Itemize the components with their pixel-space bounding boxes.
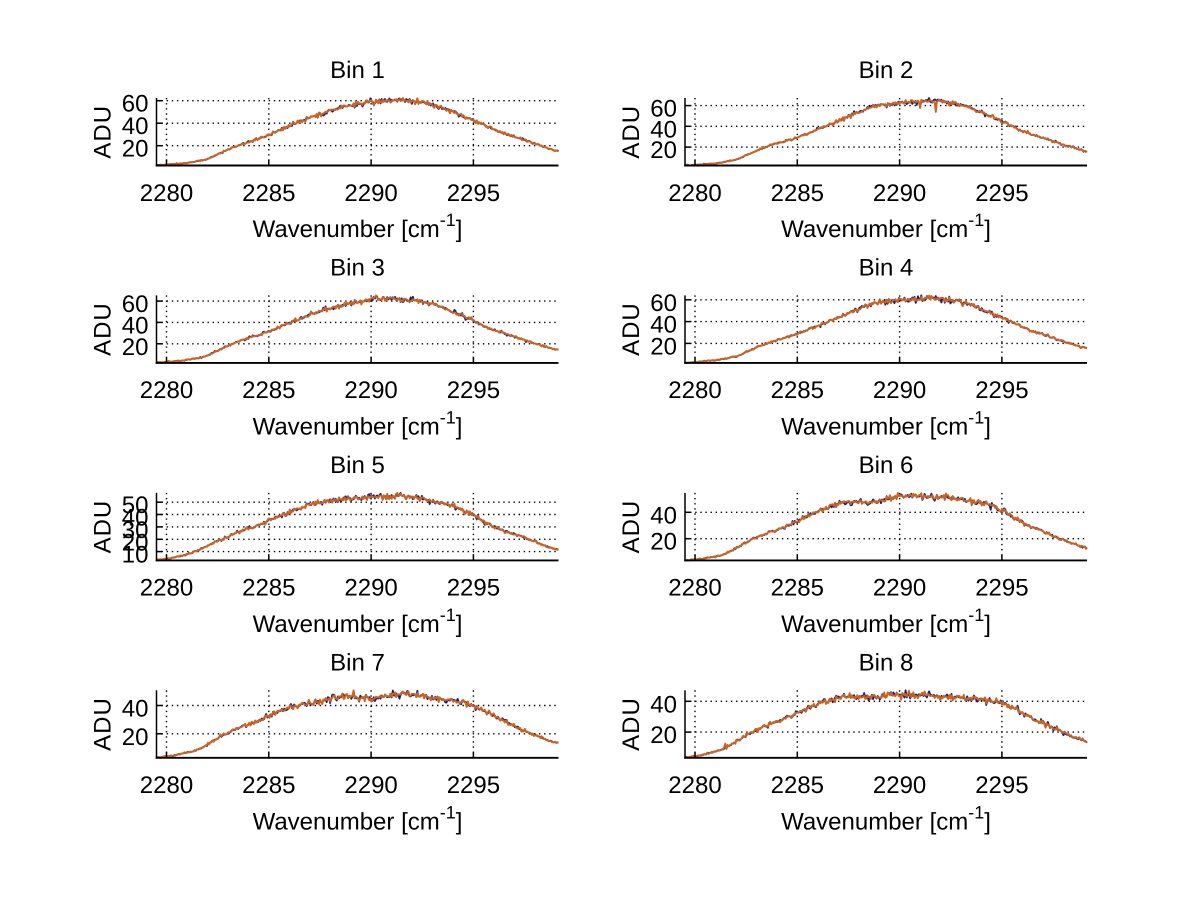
svg-text:40: 40 [122, 696, 149, 723]
svg-text:20: 20 [650, 137, 677, 164]
svg-text:ADU: ADU [90, 302, 117, 356]
svg-text:2280: 2280 [668, 575, 721, 602]
svg-text:60: 60 [122, 91, 149, 118]
svg-text:2295: 2295 [447, 377, 500, 404]
svg-text:Wavenumber [cm-1]: Wavenumber [cm-1] [781, 802, 991, 835]
svg-text:Bin 3: Bin 3 [330, 254, 385, 281]
svg-text:50: 50 [122, 492, 149, 519]
svg-text:Wavenumber [cm-1]: Wavenumber [cm-1] [253, 802, 463, 835]
svg-text:Bin 6: Bin 6 [859, 452, 914, 479]
svg-text:2290: 2290 [344, 377, 397, 404]
svg-text:2295: 2295 [975, 575, 1028, 602]
svg-text:ADU: ADU [90, 105, 117, 159]
svg-text:40: 40 [650, 691, 677, 718]
svg-text:40: 40 [650, 312, 677, 339]
svg-text:Wavenumber [cm-1]: Wavenumber [cm-1] [253, 605, 463, 638]
svg-text:20: 20 [122, 724, 149, 751]
svg-text:20: 20 [650, 529, 677, 556]
svg-text:2280: 2280 [668, 772, 721, 799]
svg-text:Bin 1: Bin 1 [330, 57, 385, 84]
svg-text:2295: 2295 [975, 377, 1028, 404]
svg-text:2280: 2280 [140, 772, 193, 799]
svg-text:Wavenumber [cm-1]: Wavenumber [cm-1] [781, 407, 991, 440]
svg-text:Wavenumber [cm-1]: Wavenumber [cm-1] [253, 407, 463, 440]
svg-text:2285: 2285 [771, 575, 824, 602]
svg-text:60: 60 [650, 96, 677, 123]
svg-text:60: 60 [650, 290, 677, 317]
svg-text:60: 60 [122, 291, 149, 318]
svg-text:ADU: ADU [618, 302, 645, 356]
svg-text:2295: 2295 [447, 772, 500, 799]
svg-text:Bin 4: Bin 4 [859, 254, 914, 281]
svg-text:2290: 2290 [344, 180, 397, 207]
svg-text:2280: 2280 [140, 180, 193, 207]
svg-text:20: 20 [650, 333, 677, 360]
svg-text:20: 20 [650, 722, 677, 749]
svg-text:2285: 2285 [242, 377, 295, 404]
svg-text:Wavenumber [cm-1]: Wavenumber [cm-1] [781, 210, 991, 243]
svg-text:Wavenumber [cm-1]: Wavenumber [cm-1] [781, 605, 991, 638]
svg-text:20: 20 [122, 529, 149, 556]
svg-text:Bin 2: Bin 2 [859, 57, 914, 84]
svg-text:ADU: ADU [618, 500, 645, 554]
svg-text:20: 20 [122, 334, 149, 361]
svg-text:10: 10 [122, 542, 149, 569]
svg-text:ADU: ADU [618, 697, 645, 751]
svg-text:30: 30 [122, 517, 149, 544]
svg-text:2290: 2290 [344, 772, 397, 799]
svg-text:2285: 2285 [771, 772, 824, 799]
svg-text:2285: 2285 [242, 575, 295, 602]
svg-text:2290: 2290 [344, 575, 397, 602]
svg-text:2290: 2290 [873, 377, 926, 404]
svg-text:2295: 2295 [447, 575, 500, 602]
svg-text:2280: 2280 [140, 377, 193, 404]
svg-text:ADU: ADU [90, 697, 117, 751]
svg-text:2280: 2280 [140, 575, 193, 602]
svg-text:40: 40 [650, 116, 677, 143]
svg-text:40: 40 [122, 505, 149, 532]
svg-text:ADU: ADU [90, 500, 117, 554]
svg-text:2285: 2285 [242, 772, 295, 799]
svg-text:Wavenumber [cm-1]: Wavenumber [cm-1] [253, 210, 463, 243]
svg-text:2285: 2285 [771, 180, 824, 207]
svg-text:2280: 2280 [668, 180, 721, 207]
svg-text:40: 40 [122, 312, 149, 339]
svg-text:2280: 2280 [668, 377, 721, 404]
svg-text:2290: 2290 [873, 180, 926, 207]
svg-text:2290: 2290 [873, 575, 926, 602]
svg-text:Bin 5: Bin 5 [330, 452, 385, 479]
svg-text:Bin 8: Bin 8 [859, 649, 914, 676]
svg-text:40: 40 [650, 502, 677, 529]
svg-text:2285: 2285 [771, 377, 824, 404]
svg-text:20: 20 [122, 136, 149, 163]
svg-text:2295: 2295 [975, 180, 1028, 207]
svg-text:2290: 2290 [873, 772, 926, 799]
svg-text:2295: 2295 [975, 772, 1028, 799]
svg-text:2285: 2285 [242, 180, 295, 207]
svg-text:40: 40 [122, 113, 149, 140]
svg-text:Bin 7: Bin 7 [330, 649, 385, 676]
svg-text:2295: 2295 [447, 180, 500, 207]
svg-text:ADU: ADU [618, 105, 645, 159]
